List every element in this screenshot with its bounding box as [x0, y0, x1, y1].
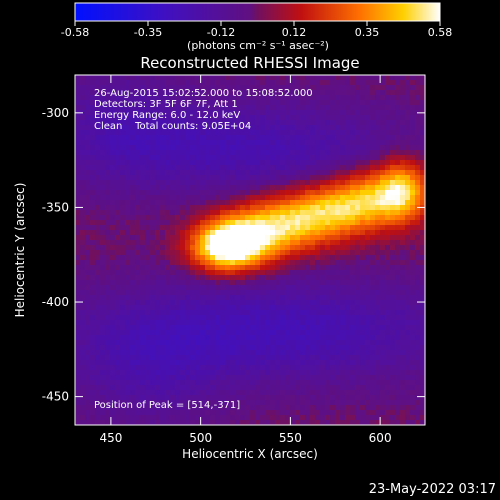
annotation-energy-range: Energy Range: 6.0 - 12.0 keV: [94, 110, 240, 121]
colorbar: [74, 2, 441, 22]
colorbar-ticks: -0.58 -0.35 -0.12 0.12 0.35 0.58: [61, 21, 452, 39]
chart-title: Reconstructed RHESSI Image: [140, 54, 359, 72]
timestamp: 23-May-2022 03:17: [369, 482, 496, 497]
colorbar-tick-label: -0.35: [134, 26, 162, 39]
annotation-peak-position: Position of Peak = [514,-371]: [94, 400, 240, 411]
x-tick-label: 500: [189, 431, 212, 445]
colorbar-tick-label: 0.12: [282, 26, 307, 39]
y-axis-ticks: -300 -350 -400 -450: [42, 106, 425, 404]
x-tick-label: 450: [99, 431, 122, 445]
x-tick-label: 550: [279, 431, 302, 445]
colorbar-tick-label: 0.58: [428, 26, 453, 39]
annotation-detectors: Detectors: 3F 5F 6F 7F, Att 1: [94, 99, 238, 110]
colorbar-tick-label: 0.35: [355, 26, 380, 39]
y-tick-label: -300: [42, 106, 69, 120]
x-tick-label: 600: [369, 431, 392, 445]
annotation-time-range: 26-Aug-2015 15:02:52.000 to 15:08:52.000: [94, 88, 313, 99]
x-axis-label: Heliocentric X (arcsec): [182, 447, 318, 461]
annotation-total-counts: Clean Total counts: 9.05E+04: [94, 121, 251, 132]
y-axis-label: Heliocentric Y (arcsec): [13, 183, 27, 318]
plot-frame: [74, 74, 426, 426]
x-axis-ticks: 450 500 550 600: [99, 75, 392, 445]
colorbar-tick-label: -0.12: [207, 26, 235, 39]
colorbar-tick-label: -0.58: [61, 26, 89, 39]
heatmap-image: [75, 75, 425, 425]
y-tick-label: -350: [42, 200, 69, 214]
y-tick-label: -400: [42, 295, 69, 309]
colorbar-unit-label: (photons cm⁻² s⁻¹ asec⁻²): [187, 39, 329, 52]
y-tick-label: -450: [42, 390, 69, 404]
